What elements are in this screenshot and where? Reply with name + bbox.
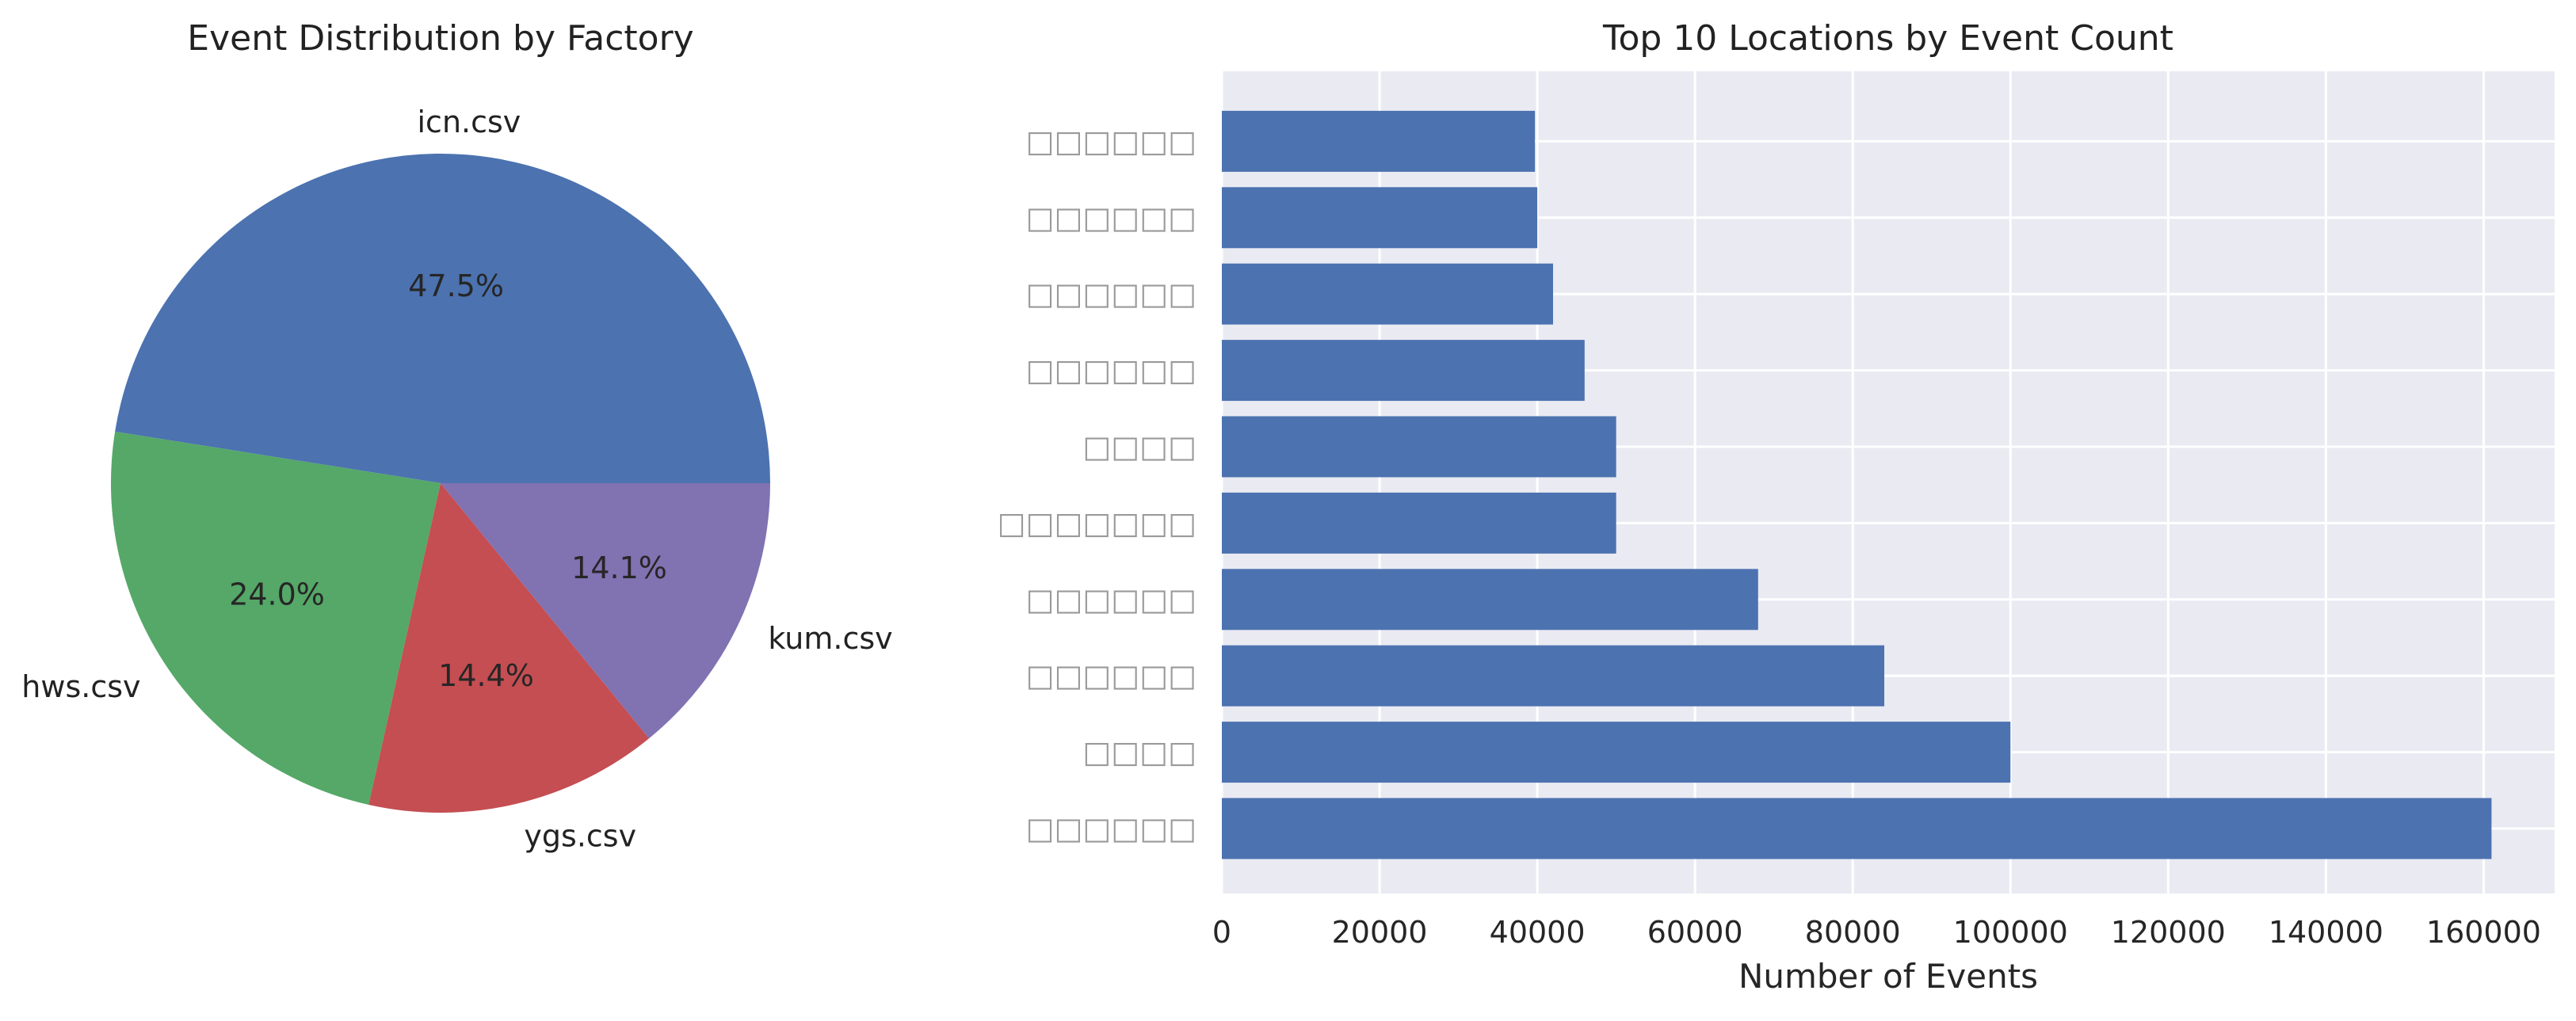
bar-chart: Top 10 Locations by Event Count □□□□□□□□… xyxy=(998,18,2555,996)
y-tick-label: □□□□ xyxy=(1082,735,1196,770)
bar xyxy=(1222,110,1536,172)
x-tick-label: 80000 xyxy=(1805,915,1901,950)
x-tick-label: 0 xyxy=(1212,915,1231,950)
bar-series xyxy=(1222,110,2492,859)
y-tick-label: □□□□□□ xyxy=(1026,276,1196,311)
bar xyxy=(1222,722,2011,783)
pie-percent-label: 14.1% xyxy=(571,551,667,585)
x-tick-label: 140000 xyxy=(2269,915,2383,950)
y-tick-label: □□□□□□□ xyxy=(998,505,1196,540)
x-tick-label: 60000 xyxy=(1647,915,1743,950)
y-tick-label: □□□□□□ xyxy=(1026,582,1196,617)
x-tick-label: 120000 xyxy=(2111,915,2226,950)
bar xyxy=(1222,492,1616,554)
y-tick-label: □□□□□□ xyxy=(1026,811,1196,846)
y-tick-label: □□□□□□ xyxy=(1026,200,1196,235)
pie-slice-icn-csv xyxy=(115,153,770,483)
pie-category-label: hws.csv xyxy=(21,669,140,704)
y-tick-label: □□□□□□ xyxy=(1026,658,1196,693)
bar xyxy=(1222,569,1758,631)
bar-chart-title: Top 10 Locations by Event Count xyxy=(1602,18,2173,59)
x-tick-label: 160000 xyxy=(2426,915,2541,950)
x-tick-label: 40000 xyxy=(1490,915,1586,950)
pie-category-label: ygs.csv xyxy=(524,818,636,853)
pie-category-label: icn.csv xyxy=(418,105,521,139)
pie-slices xyxy=(110,153,771,813)
bar xyxy=(1222,798,2492,859)
bar-x-tick-labels: 0 20000 40000 60000 80000 100000 120000 140000 1… xyxy=(1212,915,2541,950)
pie-category-label: kum.csv xyxy=(768,621,892,656)
y-tick-label: □□□□□□ xyxy=(1026,353,1196,388)
x-tick-label: 20000 xyxy=(1332,915,1428,950)
pie-labels: 47.5% icn.csv 24.0% hws.csv 14.4% ygs.csv 14.1… xyxy=(21,105,892,853)
pie-slice-ygs-csv xyxy=(368,483,650,813)
y-tick-label: □□□□ xyxy=(1082,429,1196,464)
bar xyxy=(1222,645,1885,707)
pie-slice-kum-csv xyxy=(441,483,771,739)
x-tick-label: 100000 xyxy=(1953,915,2068,950)
pie-percent-label: 47.5% xyxy=(408,269,504,303)
y-tick-label: □□□□□□ xyxy=(1026,124,1196,158)
bar-y-tick-labels: □□□□□□□□□□□□□□□□□□□□□□□□□□□□□□□□□□□□□□□□… xyxy=(998,124,1196,846)
pie-percent-label: 24.0% xyxy=(229,577,325,611)
pie-slice-hws-csv xyxy=(110,431,441,805)
pie-percent-label: 14.4% xyxy=(438,658,534,693)
pie-chart: Event Distribution by Factory 47.5% icn.c… xyxy=(21,18,892,853)
bar xyxy=(1222,416,1616,478)
bar xyxy=(1222,263,1554,325)
pie-chart-title: Event Distribution by Factory xyxy=(187,18,693,59)
bar xyxy=(1222,340,1585,402)
bar xyxy=(1222,187,1538,249)
bar-x-axis-label: Number of Events xyxy=(1738,957,2038,996)
